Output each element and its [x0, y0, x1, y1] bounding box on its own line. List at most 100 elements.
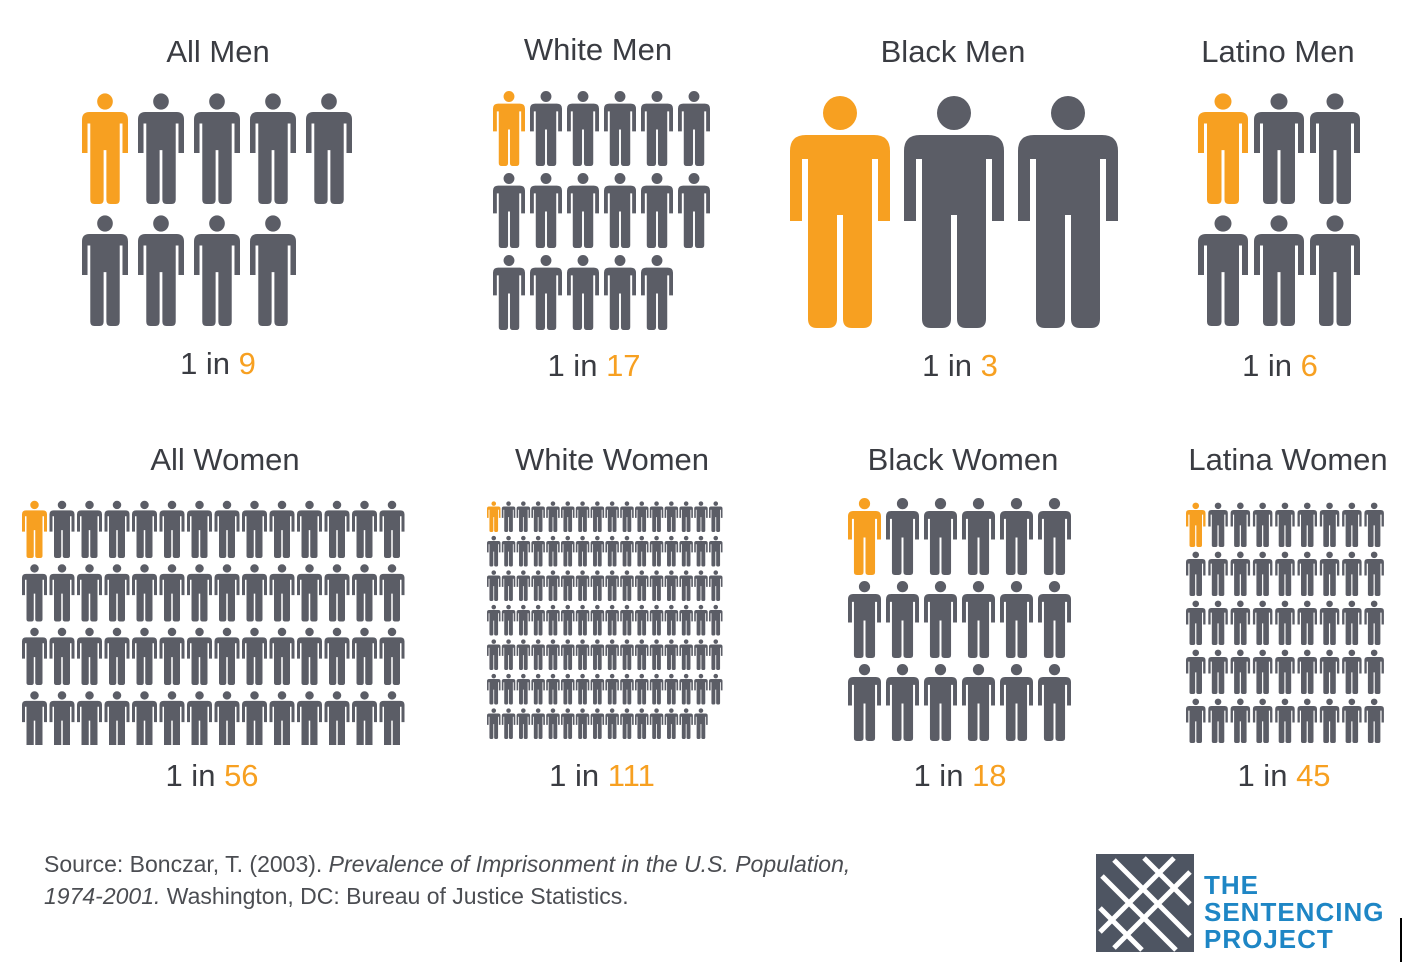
person-icon	[679, 570, 693, 601]
person-icon	[962, 581, 995, 658]
person-icon	[104, 564, 130, 622]
panel-title: Latino Men	[1201, 34, 1355, 69]
person-icon	[641, 254, 673, 330]
person-icon	[132, 627, 157, 685]
person-icon	[1364, 600, 1384, 645]
person-icon	[138, 93, 184, 204]
ratio-denominator: 9	[238, 346, 256, 381]
source-citation: Source: Bonczar, T. (2003). Prevalence o…	[44, 848, 1054, 912]
person-icon	[635, 604, 649, 636]
person-icon	[709, 604, 723, 636]
person-icon	[516, 535, 531, 567]
person-icon	[575, 604, 590, 636]
person-icon	[886, 581, 919, 658]
person-icon	[649, 639, 664, 670]
person-icon	[530, 90, 562, 166]
panel-title: White Men	[523, 32, 673, 67]
person-icon	[605, 708, 619, 739]
person-icon	[352, 500, 377, 558]
person-icon	[487, 673, 501, 705]
person-icon	[678, 90, 710, 166]
person-icon	[379, 564, 405, 622]
person-icon	[501, 708, 516, 739]
person-icon	[269, 691, 295, 745]
person-icon	[567, 172, 599, 248]
person-icon	[649, 535, 664, 567]
panel-title: White Women	[514, 442, 710, 477]
person-icon-highlighted	[848, 497, 881, 575]
person-icon	[187, 691, 212, 745]
ratio-denominator: 17	[606, 348, 641, 383]
person-icon	[694, 535, 708, 567]
person-icon	[501, 604, 516, 636]
ratio-prefix: 1 in	[922, 348, 973, 383]
person-icon	[493, 172, 525, 248]
person-icon	[516, 639, 531, 670]
source-title-line2: 1974-2001.	[44, 883, 161, 909]
person-icon-highlighted	[22, 500, 47, 558]
person-icon	[82, 215, 128, 326]
person-icon	[1319, 502, 1340, 547]
person-icon	[104, 627, 130, 685]
person-icon	[250, 93, 296, 204]
person-icon	[1275, 649, 1295, 694]
pictogram-latina-women	[1186, 502, 1384, 743]
person-icon	[77, 564, 102, 622]
person-icon	[678, 172, 710, 248]
person-icon	[1275, 698, 1295, 743]
person-icon	[242, 500, 267, 558]
person-icon	[605, 639, 619, 670]
ratio-denominator: 3	[980, 348, 998, 383]
person-icon	[575, 708, 590, 739]
panel-title: Black Women	[867, 442, 1059, 477]
person-icon	[297, 627, 322, 685]
person-icon	[487, 708, 501, 739]
person-icon	[635, 501, 649, 532]
person-icon	[531, 570, 545, 601]
person-icon	[487, 639, 501, 670]
ratio-prefix: 1 in	[180, 346, 231, 381]
ratio-prefix: 1 in	[913, 758, 964, 793]
person-icon	[132, 500, 157, 558]
person-icon	[1186, 551, 1206, 596]
person-icon	[1252, 698, 1273, 743]
person-icon	[501, 501, 516, 532]
person-icon	[1230, 551, 1251, 596]
logo-line-1: THE	[1204, 870, 1259, 900]
person-icon	[516, 501, 531, 532]
person-icon	[324, 564, 350, 622]
logo-mark	[1096, 854, 1194, 952]
person-icon	[104, 691, 130, 745]
person-icon	[49, 691, 75, 745]
person-icon	[49, 500, 75, 558]
person-icon	[1000, 581, 1033, 658]
person-icon	[194, 93, 240, 204]
person-icon	[649, 708, 664, 739]
person-icon	[187, 500, 212, 558]
person-icon-highlighted	[790, 95, 890, 328]
person-icon	[709, 673, 723, 705]
person-icon	[1297, 551, 1317, 596]
logo-line-2: SENTENCING	[1204, 897, 1385, 927]
person-icon-highlighted	[1198, 93, 1248, 204]
person-icon	[546, 604, 560, 636]
person-icon	[1208, 502, 1228, 547]
person-icon	[664, 708, 679, 739]
person-icon	[1038, 581, 1071, 658]
person-icon-highlighted	[493, 90, 525, 166]
person-icon	[1252, 649, 1273, 694]
person-icon	[620, 570, 634, 601]
panel-title: All Women	[150, 442, 300, 477]
person-icon	[694, 639, 708, 670]
person-icon	[487, 535, 501, 567]
person-icon	[77, 627, 102, 685]
person-icon	[605, 604, 619, 636]
person-icon	[590, 501, 605, 532]
logo-wordmark: THE SENTENCING PROJECT	[1204, 872, 1384, 953]
person-icon	[546, 708, 560, 739]
person-icon	[1000, 498, 1033, 575]
person-icon	[635, 570, 649, 601]
person-icon	[187, 564, 212, 622]
person-icon	[561, 639, 575, 670]
ratio-prefix: 1 in	[549, 758, 600, 793]
